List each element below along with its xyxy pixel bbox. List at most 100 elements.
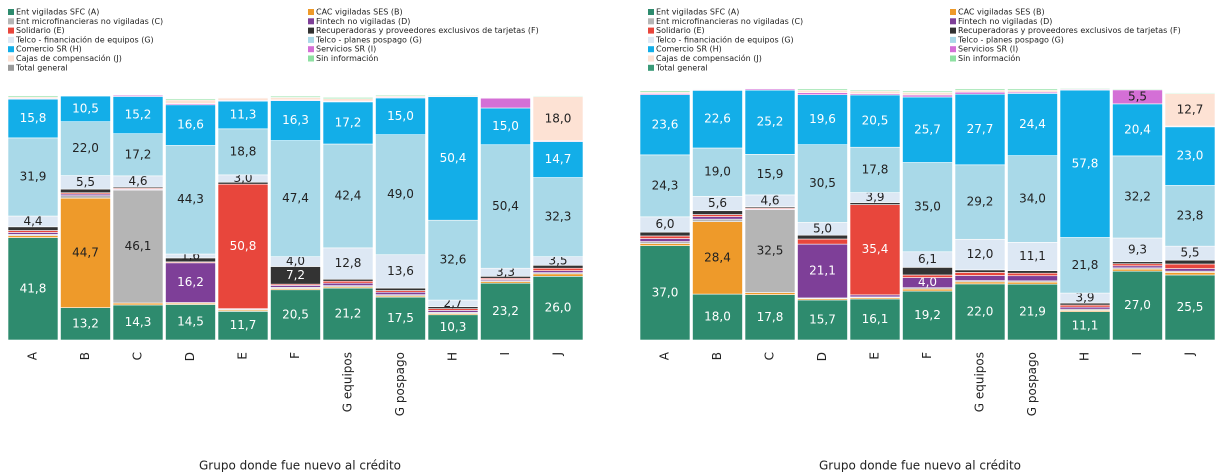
data-label: 31,9: [20, 169, 47, 183]
data-label: 20,4: [1124, 122, 1151, 136]
legend-swatch: [950, 36, 956, 43]
x-tick-label: A: [658, 351, 672, 360]
data-label: 6,1: [918, 252, 937, 266]
bar-segment: [639, 241, 691, 244]
data-label: 14,3: [125, 315, 152, 329]
data-label: 37,0: [652, 285, 679, 299]
bar-segment: [902, 267, 953, 276]
data-label: 25,2: [757, 115, 784, 129]
x-tick-label: H: [446, 352, 460, 361]
legend-label: Total general: [15, 63, 68, 72]
legend-label: Fintech no vigiladas (D): [316, 17, 410, 26]
data-label: 15,0: [387, 109, 414, 123]
x-tick-label: F: [288, 352, 302, 359]
bar-segment: [692, 214, 743, 217]
legend-swatch: [308, 27, 314, 34]
bar-segment: [1164, 268, 1215, 272]
bar-segment: [322, 247, 374, 280]
bar-segment: [217, 100, 269, 130]
legend-swatch: [8, 36, 14, 43]
bar-segment: [1059, 88, 1111, 90]
bar-segment: [1164, 92, 1215, 94]
bar-segment: [797, 238, 848, 245]
bar-segment: [1164, 185, 1215, 247]
legend-label: Ent microfinancieras no vigiladas (C): [16, 17, 163, 26]
legend-swatch: [308, 36, 314, 43]
data-label: 13,2: [72, 316, 99, 330]
bar-segment: [1007, 93, 1058, 156]
legend-label: Fintech no vigiladas (D): [958, 17, 1052, 26]
x-tick-label: B: [710, 352, 724, 360]
bar-segment: [1007, 272, 1058, 277]
data-label: 24,4: [1019, 117, 1046, 131]
legend-swatch: [648, 55, 654, 62]
data-label: 35,4: [862, 242, 889, 256]
legend-swatch: [8, 9, 14, 15]
bar-segment: [1007, 88, 1058, 91]
bar-segment: [1164, 126, 1215, 186]
x-tick-label: C: [131, 352, 145, 360]
bar-segment: [322, 98, 374, 102]
bar-segment: [217, 128, 269, 176]
bar-segment: [954, 89, 1006, 93]
bar-segment: [692, 218, 743, 222]
bar-segment: [165, 145, 216, 255]
data-label: 5,5: [1180, 246, 1199, 260]
bar-segment: [1007, 275, 1058, 282]
legend-swatch: [648, 27, 654, 34]
data-label: 4,4: [23, 214, 42, 228]
bar-segment: [1112, 103, 1163, 157]
bar-segment: [60, 188, 111, 194]
x-tick-label: E: [236, 352, 250, 360]
x-tick-label: I: [498, 352, 512, 356]
legend-swatch: [648, 46, 654, 53]
data-label: 6,0: [655, 217, 674, 231]
bar-segment: [480, 282, 531, 341]
data-label: 22,0: [72, 141, 99, 155]
data-label: 4,0: [918, 275, 937, 289]
bar-segment: [1164, 274, 1215, 341]
bar-segment: [902, 90, 953, 93]
legend-swatch: [8, 27, 14, 34]
legend-label: Ent vigiladas SFC (A): [656, 8, 739, 17]
bar-segment: [375, 291, 426, 295]
bar-segment: [639, 238, 691, 242]
data-label: 28,4: [704, 250, 731, 264]
data-label: 13,6: [387, 264, 414, 278]
data-label: 16,6: [177, 118, 204, 132]
legend-swatch: [8, 18, 14, 25]
bar-segment: [165, 98, 216, 101]
data-label: 32,3: [545, 210, 572, 224]
bar-segment: [112, 304, 164, 341]
legend-label: Total general: [655, 63, 708, 72]
legend-swatch: [648, 64, 654, 71]
x-tick-label: J: [1183, 352, 1197, 357]
legend-swatch: [308, 9, 314, 15]
bar-segment: [480, 107, 531, 146]
bar-segment: [954, 238, 1006, 271]
legend-swatch: [950, 27, 956, 34]
bar-segment: [797, 144, 848, 223]
bar-segment: [1112, 155, 1163, 239]
data-label: 27,7: [967, 122, 994, 136]
data-label: 18,0: [545, 111, 572, 125]
data-label: 44,3: [177, 192, 204, 206]
data-label: 22,6: [704, 112, 731, 126]
data-label: 50,4: [440, 151, 467, 165]
bar-segment: [744, 89, 796, 155]
x-tick-label: J: [551, 352, 565, 357]
legend-swatch: [950, 55, 956, 62]
bar-segment: [1059, 237, 1111, 294]
legend-label: Servicios SR (I): [316, 45, 376, 54]
bar-segment: [744, 209, 796, 293]
data-label: 11,1: [1019, 249, 1046, 263]
bar-segment: [60, 195, 111, 199]
bar-segment: [849, 204, 901, 296]
bar-segment: [744, 87, 796, 89]
data-label: 21,9: [1019, 305, 1046, 319]
bar-segment: [954, 88, 1006, 91]
bar-segment: [1007, 281, 1058, 285]
bar-segment: [165, 304, 216, 341]
legend-swatch: [8, 55, 14, 62]
